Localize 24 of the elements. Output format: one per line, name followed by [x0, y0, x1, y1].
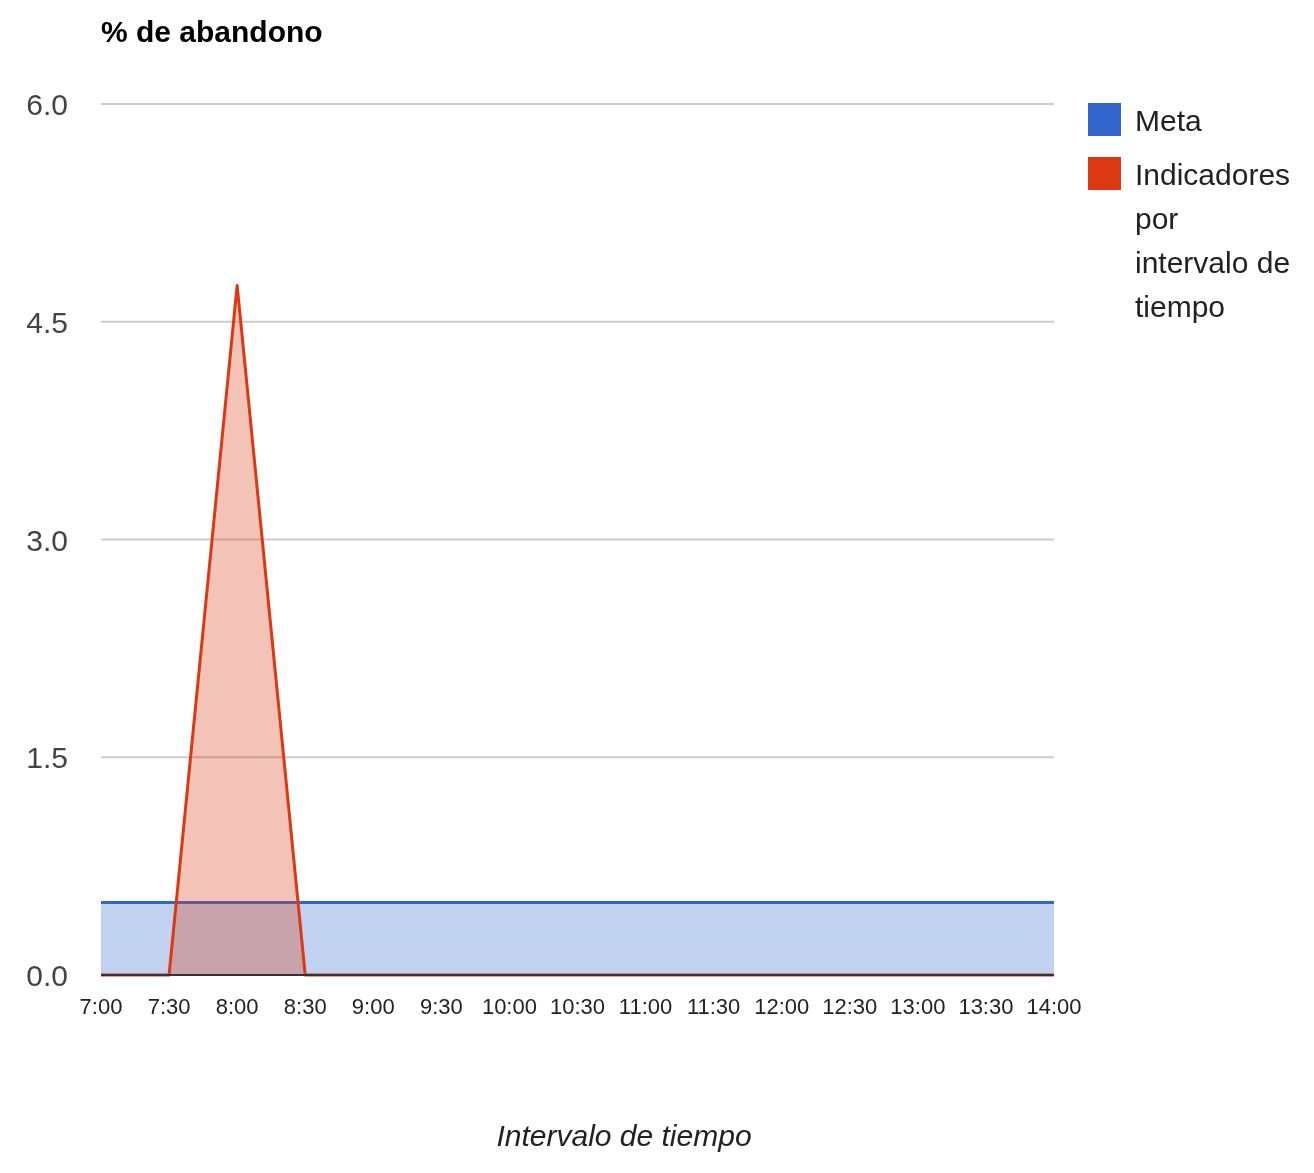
y-tick-label: 4.5: [26, 305, 68, 339]
x-tick-label: 12:30: [822, 994, 878, 1019]
y-tick-label: 3.0: [26, 523, 68, 557]
legend-label: Meta: [1135, 104, 1203, 137]
x-tick-label: 14:00: [1026, 994, 1082, 1019]
x-tick-label: 7:00: [79, 994, 123, 1019]
y-tick-label: 6.0: [26, 88, 68, 121]
legend-label: Indicadores por intervalo de tiempo: [1135, 158, 1291, 323]
x-tick-label: 9:30: [419, 994, 463, 1019]
x-tick-label: 11:00: [618, 994, 673, 1019]
x-tick-label: 8:30: [283, 994, 327, 1019]
x-tick-label: 8:00: [215, 994, 259, 1019]
y-tick-label: 1.5: [26, 741, 68, 775]
x-tick-label: 10:30: [549, 994, 606, 1019]
x-tick-label: 13:30: [958, 994, 1014, 1019]
x-tick-label: 10:00: [481, 994, 537, 1019]
x-tick-label: 12:00: [754, 994, 810, 1019]
x-tick-label: 13:00: [890, 994, 946, 1019]
x-tick-label: 9:00: [351, 994, 395, 1019]
x-tick-label: 7:30: [147, 994, 191, 1019]
chart-title: % de abandono: [101, 15, 323, 48]
y-tick-label: 0.0: [26, 959, 68, 992]
x-axis-title: Intervalo de tiempo: [496, 1119, 752, 1152]
x-tick-label: 11:30: [686, 994, 741, 1019]
